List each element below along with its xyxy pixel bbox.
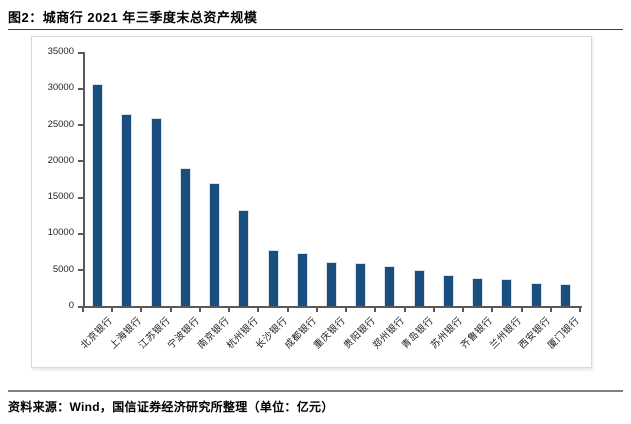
x-axis-line (83, 306, 582, 308)
y-axis-tick-label: 15000 (47, 191, 74, 203)
x-axis-tick (549, 307, 552, 312)
x-axis-tick (462, 307, 465, 312)
bar (296, 253, 308, 306)
y-axis-tick-label: 35000 (47, 46, 74, 57)
y-axis-tick-label: 30000 (47, 82, 74, 94)
x-category-label: 南京银行 (195, 315, 232, 352)
y-axis-tick (78, 51, 83, 54)
x-category-label: 宁波银行 (166, 315, 203, 352)
bar (238, 210, 250, 306)
x-axis-tick (140, 307, 143, 312)
y-axis-tick-label: 25000 (47, 118, 74, 130)
bar (267, 250, 279, 306)
x-category-label: 北京银行 (78, 315, 115, 352)
bar (413, 270, 425, 306)
x-axis-tick (491, 307, 494, 312)
y-axis-tick-label: 10000 (47, 227, 74, 239)
x-axis-tick (315, 307, 318, 312)
bar (501, 278, 513, 306)
y-axis-tick-label: 5000 (52, 263, 74, 275)
title-divider (8, 29, 623, 30)
bar (442, 274, 454, 306)
y-axis-tick (78, 87, 83, 90)
bar (355, 263, 367, 306)
source-note: 资料来源：Wind，国信证券经济研究所整理（单位：亿元） (8, 400, 334, 414)
x-axis-tick (198, 307, 201, 312)
x-axis-tick (345, 307, 348, 312)
x-axis-tick (403, 307, 406, 312)
x-axis-tick (82, 307, 84, 312)
y-axis-line (83, 52, 85, 307)
bar (92, 83, 104, 306)
y-axis-tick (78, 269, 83, 272)
x-axis-tick (286, 307, 289, 312)
x-axis-tick (520, 307, 523, 312)
y-axis-tick-label: 20000 (47, 154, 74, 166)
bar (472, 277, 484, 306)
x-category-label: 厦门银行 (546, 315, 583, 352)
x-category-label: 重庆银行 (312, 315, 349, 352)
bar (384, 266, 396, 306)
chart-frame: 0 5000 10000 15000 20000 25000 30000 35000 北京银行上… (31, 36, 592, 368)
x-axis-tick (432, 307, 435, 312)
y-axis-tick-label: 0 (68, 300, 74, 311)
bar (179, 167, 191, 306)
y-axis-tick (78, 305, 83, 308)
y-axis-tick (78, 232, 83, 235)
y-axis-tick (78, 160, 83, 163)
x-axis-tick (228, 307, 231, 312)
bar (209, 182, 221, 306)
x-category-label: 苏州银行 (429, 315, 466, 352)
y-axis-tick (78, 196, 83, 199)
bar (121, 113, 133, 306)
source-divider (8, 390, 623, 392)
bar (559, 283, 571, 306)
x-axis-tick (111, 307, 114, 312)
x-axis-tick (257, 307, 260, 312)
bar (150, 118, 162, 306)
x-axis-tick (169, 307, 172, 312)
y-axis-tick (78, 124, 83, 127)
bar-chart-plot-area: 0 5000 10000 15000 20000 25000 30000 35000 北京银行上… (32, 37, 591, 367)
figure-title: 图2：城商行 2021 年三季度末总资产规模 (8, 10, 258, 25)
bar (326, 262, 337, 306)
x-axis-tick (579, 307, 581, 312)
x-category-label: 齐鲁银行 (458, 315, 495, 352)
bar (530, 282, 542, 306)
x-axis-tick (374, 307, 377, 312)
